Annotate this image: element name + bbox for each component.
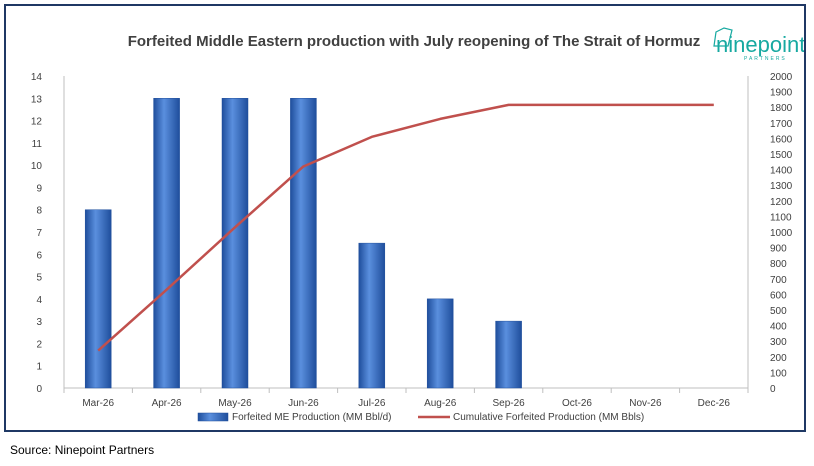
y-right-tick-label: 400	[770, 322, 787, 333]
y-right-tick-label: 1200	[770, 197, 793, 208]
y-left-tick-label: 7	[36, 228, 42, 239]
y-left-tick-label: 5	[36, 273, 42, 284]
y-right-tick-label: 1600	[770, 134, 793, 145]
y-left-tick-label: 14	[31, 72, 43, 83]
bar-series	[84, 98, 522, 389]
y-left-tick-label: 3	[36, 317, 42, 328]
y-right-tick-label: 300	[770, 337, 787, 348]
bar	[153, 98, 180, 389]
chart-canvas: Forfeited Middle Eastern production with…	[31, 27, 804, 423]
y-right-tick-label: 1700	[770, 119, 793, 130]
axes-group: 0123456789101112131401002003004005006007…	[31, 72, 793, 409]
y-left-tick-label: 10	[31, 161, 43, 172]
x-tick-label: Mar-26	[82, 398, 114, 409]
y-left-tick-label: 2	[36, 339, 42, 350]
y-left-tick-label: 8	[36, 206, 42, 217]
y-right-tick-label: 800	[770, 259, 787, 270]
y-left-tick-label: 12	[31, 117, 43, 128]
bar	[495, 320, 522, 389]
bar	[426, 298, 454, 389]
x-tick-label: Oct-26	[562, 398, 592, 409]
y-left-tick-label: 13	[31, 94, 43, 105]
y-right-tick-label: 900	[770, 244, 787, 255]
legend-bar-swatch	[197, 412, 229, 422]
ninepoint-logo: ninepoint PARTNERS	[713, 27, 804, 62]
cumulative-line	[97, 103, 714, 352]
y-left-tick-label: 9	[36, 183, 42, 194]
legend-bar-label: Forfeited ME Production (MM Bbl/d)	[232, 412, 392, 423]
y-right-tick-label: 2000	[770, 72, 793, 83]
legend-line-label: Cumulative Forfeited Production (MM Bbls…	[453, 412, 644, 423]
y-right-tick-label: 1800	[770, 103, 793, 114]
bar	[358, 242, 386, 389]
y-right-tick-label: 1500	[770, 150, 793, 161]
y-right-tick-label: 1900	[770, 88, 793, 99]
y-right-tick-label: 500	[770, 306, 787, 317]
x-tick-label: Nov-26	[629, 398, 662, 409]
logo-subtext: PARTNERS	[744, 56, 787, 62]
y-right-tick-label: 100	[770, 368, 787, 379]
y-right-tick-label: 1000	[770, 228, 793, 239]
bar	[84, 209, 112, 389]
y-right-tick-label: 1300	[770, 181, 793, 192]
y-right-tick-label: 200	[770, 353, 787, 364]
y-right-tick-label: 0	[770, 384, 776, 395]
x-tick-label: Apr-26	[152, 398, 182, 409]
y-left-tick-label: 0	[36, 384, 42, 395]
y-right-tick-label: 700	[770, 275, 787, 286]
y-left-tick-label: 6	[36, 250, 42, 261]
y-left-tick-label: 4	[36, 295, 42, 306]
y-right-tick-label: 600	[770, 290, 787, 301]
bar	[221, 98, 249, 389]
y-right-tick-label: 1400	[770, 166, 793, 177]
logo-wordmark: ninepoint	[716, 32, 804, 57]
chart-frame: Forfeited Middle Eastern production with…	[4, 4, 806, 432]
y-left-tick-label: 11	[32, 139, 43, 150]
bar	[290, 98, 317, 389]
x-tick-label: Jul-26	[358, 398, 386, 409]
y-left-tick-label: 1	[36, 362, 42, 373]
x-tick-label: Aug-26	[424, 398, 457, 409]
x-tick-label: Dec-26	[698, 398, 731, 409]
x-tick-label: Sep-26	[492, 398, 525, 409]
line-series	[97, 103, 714, 352]
source-note: Source: Ninepoint Partners	[10, 443, 155, 457]
legend: Forfeited ME Production (MM Bbl/d) Cumula…	[197, 412, 644, 423]
chart-title: Forfeited Middle Eastern production with…	[128, 33, 701, 50]
y-right-tick-label: 1100	[770, 212, 792, 223]
x-tick-label: May-26	[218, 398, 252, 409]
x-tick-label: Jun-26	[288, 398, 319, 409]
